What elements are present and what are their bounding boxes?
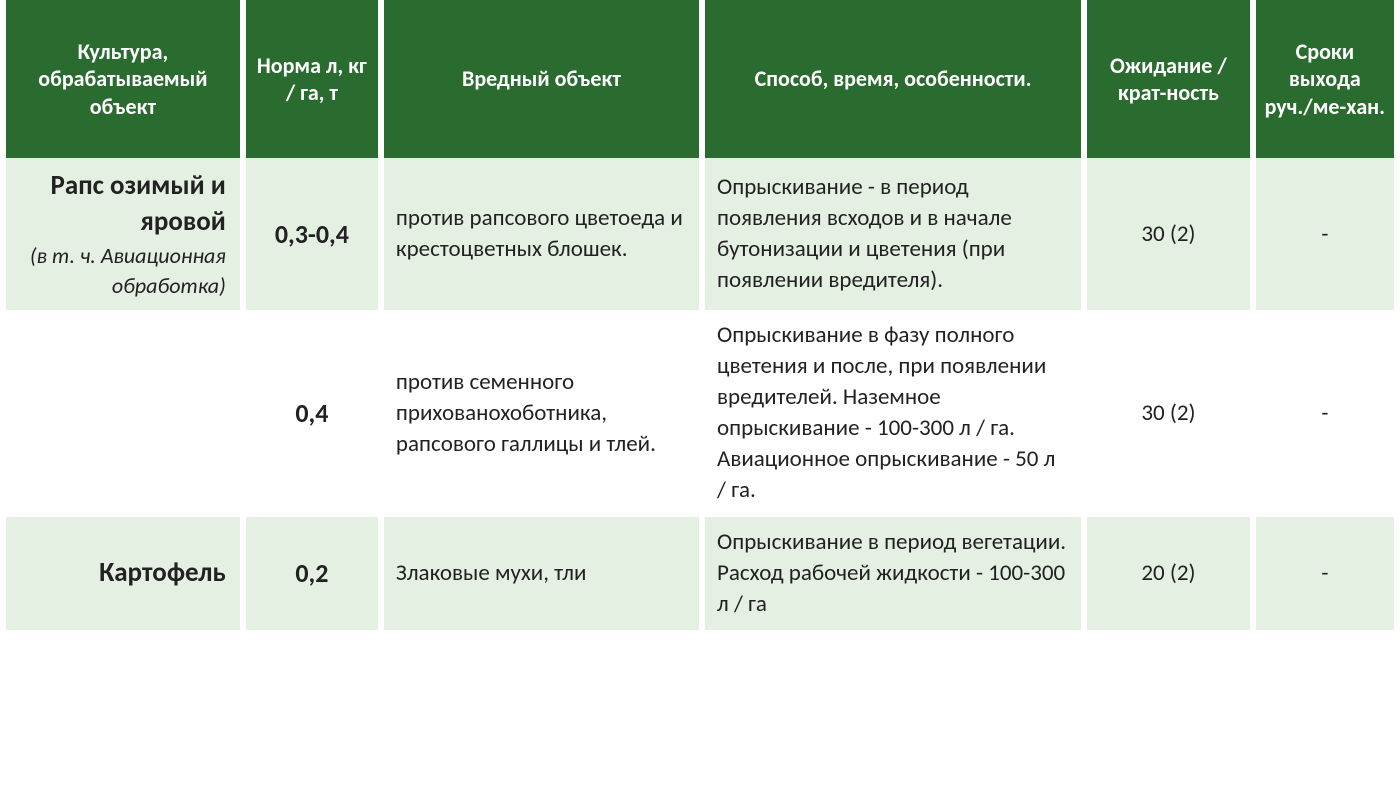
- cell-harm: против рапсового цветоеда и крестоцветны…: [384, 158, 699, 310]
- cell-exit: -: [1256, 310, 1394, 516]
- pesticide-regulations-table: Культура, обрабатываемый объект Норма л,…: [0, 0, 1400, 630]
- cell-culture: Рапс озимый и яровой (в т. ч. Авиационна…: [6, 158, 240, 310]
- cell-wait: 20 (2): [1087, 517, 1250, 630]
- cell-harm: Злаковые мухи, тли: [384, 517, 699, 630]
- table-header-row: Культура, обрабатываемый объект Норма л,…: [6, 0, 1394, 158]
- cell-norm: 0,3-0,4: [246, 158, 378, 310]
- cell-exit: -: [1256, 517, 1394, 630]
- col-header-norm: Норма л, кг / га, т: [246, 0, 378, 158]
- cell-method: Опрыскивание - в период появления всходо…: [705, 158, 1081, 310]
- cell-culture: Картофель: [6, 517, 240, 630]
- culture-main: Рапс озимый и яровой: [18, 168, 226, 241]
- cell-wait: 30 (2): [1087, 158, 1250, 310]
- table-row: 0,4 против семенного прихованохоботника,…: [6, 310, 1394, 516]
- col-header-harm: Вредный объект: [384, 0, 699, 158]
- table-row: Рапс озимый и яровой (в т. ч. Авиационна…: [6, 158, 1394, 310]
- cell-method: Опрыскивание в фазу полного цветения и п…: [705, 310, 1081, 516]
- cell-culture: [6, 310, 240, 516]
- cell-wait: 30 (2): [1087, 310, 1250, 516]
- table-row: Картофель 0,2 Злаковые мухи, тли Опрыски…: [6, 517, 1394, 630]
- cell-norm: 0,4: [246, 310, 378, 516]
- culture-sub: (в т. ч. Авиационная обработка): [18, 241, 226, 300]
- col-header-culture: Культура, обрабатываемый объект: [6, 0, 240, 158]
- col-header-method: Способ, время, особенности.: [705, 0, 1081, 158]
- col-header-exit: Сроки выхода руч./ме-хан.: [1256, 0, 1394, 158]
- cell-method: Опрыскивание в период вегетации. Расход …: [705, 517, 1081, 630]
- cell-harm: против семенного прихованохоботника, рап…: [384, 310, 699, 516]
- culture-main: Картофель: [18, 555, 226, 591]
- cell-norm: 0,2: [246, 517, 378, 630]
- col-header-wait: Ожидание /крат-ность: [1087, 0, 1250, 158]
- cell-exit: -: [1256, 158, 1394, 310]
